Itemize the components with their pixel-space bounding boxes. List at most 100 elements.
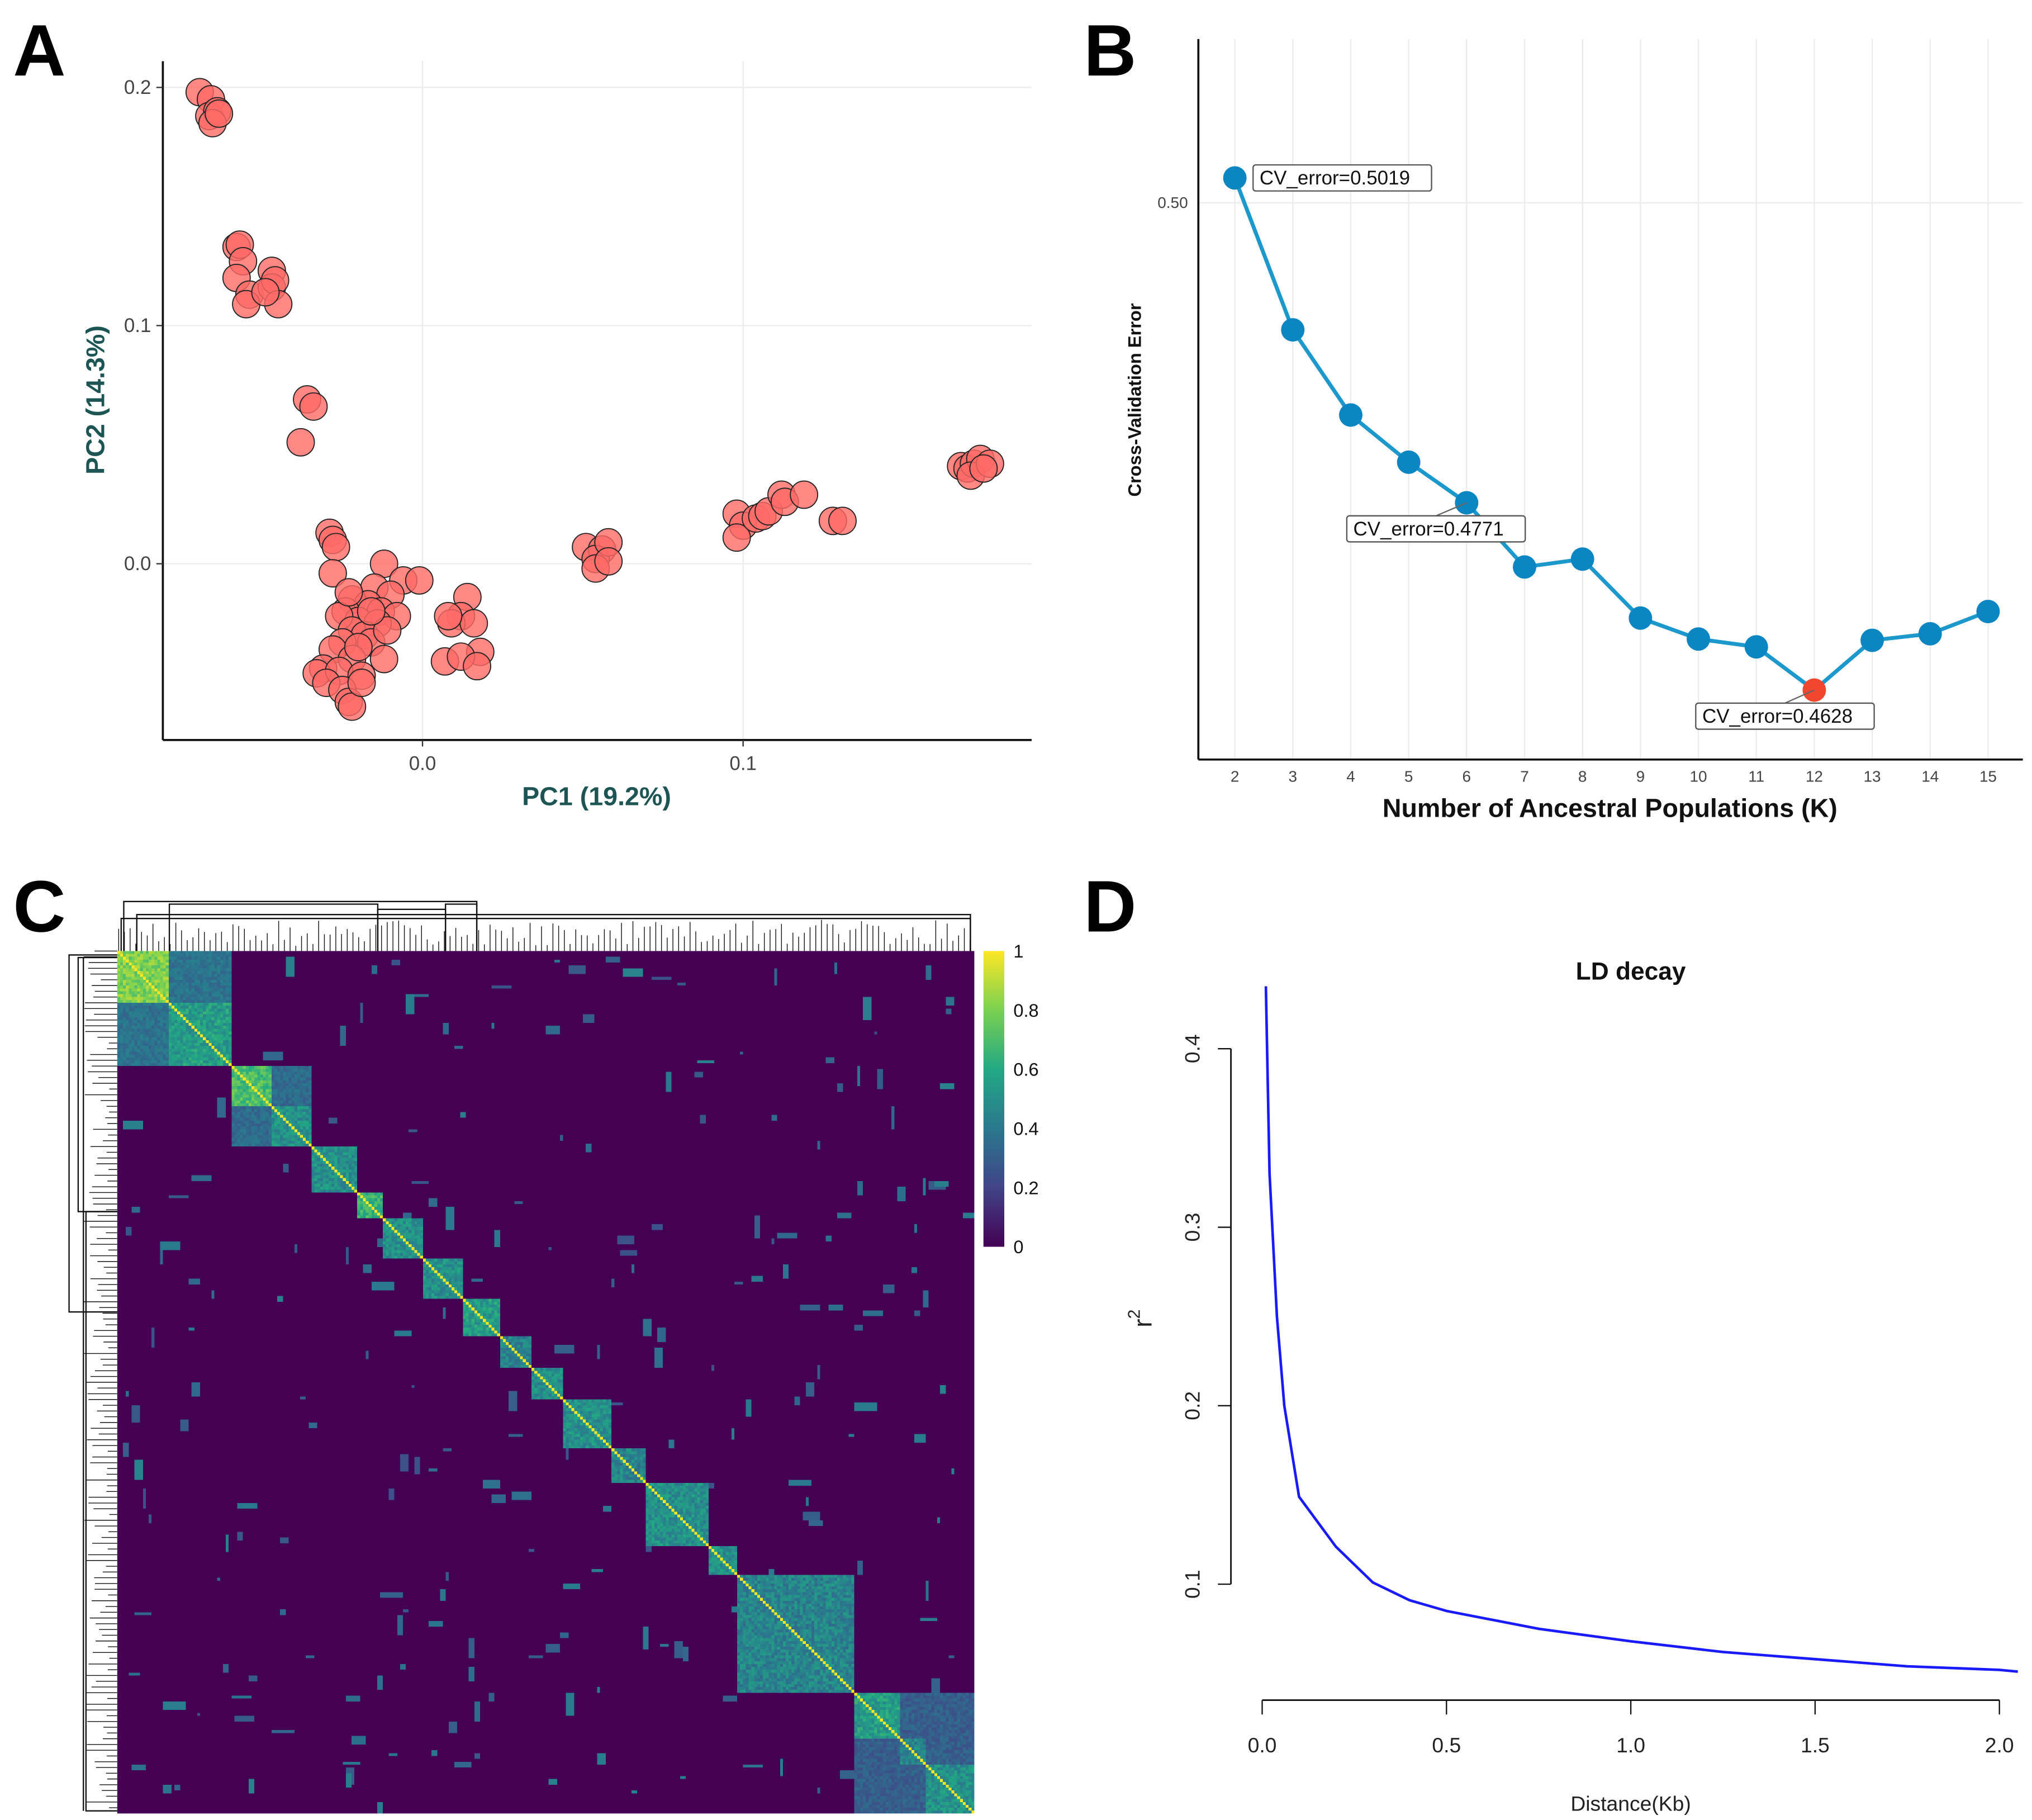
cv-annotation-label: CV_error=0.4771	[1354, 518, 1504, 540]
pca-point	[338, 692, 367, 721]
pca-point	[594, 547, 623, 576]
cv-point	[1744, 635, 1768, 659]
ld-x-tick-label: 0.5	[1432, 1733, 1461, 1757]
pca-y-tick-label: 0.0	[124, 553, 151, 575]
cv-point	[1860, 628, 1884, 652]
ld-x-tick-label: 1.5	[1801, 1733, 1830, 1757]
cv-point	[1513, 555, 1536, 579]
panel-label-c: C	[13, 865, 65, 947]
kinship-heatmap: 0 0.2 0.4 0.6 0.8 1	[68, 900, 1039, 1814]
cv-annotation-leader	[1436, 502, 1467, 516]
cv-x-tick-label: 13	[1864, 767, 1881, 785]
top-dendrogram-branch	[136, 913, 971, 951]
cv-point	[1687, 627, 1711, 651]
pca-point	[405, 566, 434, 595]
cv-x-tick-label: 15	[1979, 767, 1997, 785]
ld-x-axis-label: Distance(Kb)	[1570, 1792, 1691, 1816]
cv-annotation-box	[1695, 702, 1875, 730]
cv-point	[1223, 166, 1247, 190]
pca-point	[205, 99, 234, 128]
cv-x-tick-label: 11	[1748, 767, 1764, 785]
cv-x-tick-label: 6	[1463, 767, 1471, 785]
cv-point	[1455, 491, 1479, 515]
panel-label-a: A	[13, 10, 65, 91]
cv-point	[1281, 318, 1305, 342]
cv-x-tick-label: 8	[1578, 767, 1587, 785]
top-dendrogram-branch	[444, 903, 478, 951]
cv-x-tick-label: 5	[1404, 767, 1413, 785]
cv-x-axis-label: Number of Ancestral Populations (K)	[1383, 793, 1838, 822]
colorbar-tick-label: 1	[1013, 941, 1023, 961]
ld-decay-plot: LD decay 0.0 0.5 1.0 1.5 2.0 0.1 0.2 0.3 0.4 Dis…	[1125, 958, 2018, 1816]
cv-x-tick-label: 14	[1921, 767, 1939, 785]
pca-point	[347, 669, 376, 697]
pca-point	[459, 609, 488, 638]
pca-y-axis-label: PC2 (14.3%)	[81, 325, 110, 475]
ld-title: LD decay	[1576, 958, 1686, 985]
cv-annotation-box	[1346, 515, 1526, 543]
pca-point	[969, 454, 998, 483]
cv-point	[1976, 600, 2000, 623]
pca-point	[373, 616, 402, 645]
pca-point	[319, 559, 347, 587]
ld-x-tick-label: 1.0	[1616, 1733, 1645, 1757]
top-dendrogram-branch	[377, 908, 447, 951]
ld-y-tick-label: 0.1	[1181, 1570, 1204, 1599]
cv-x-tick-label: 12	[1806, 767, 1823, 785]
top-dendrogram-branch	[168, 903, 379, 951]
colorbar	[983, 951, 1005, 1247]
ld-y-label-r: r	[1128, 1319, 1157, 1328]
pca-y-tick-label: 0.2	[124, 77, 151, 98]
pca-x-tick-label: 0.0	[409, 752, 436, 774]
pca-x-axis-label: PC1 (19.2%)	[522, 781, 671, 811]
cv-x-tick-label: 10	[1689, 767, 1707, 785]
ld-x-tick-label: 2.0	[1985, 1733, 2014, 1757]
cv-x-tick-label: 9	[1636, 767, 1645, 785]
cv-point	[1338, 403, 1362, 427]
cv-x-tick-label: 7	[1520, 767, 1529, 785]
cv-annotation-leader	[1784, 689, 1815, 704]
cv-point	[1397, 450, 1421, 474]
colorbar-tick-label: 0.6	[1013, 1059, 1038, 1080]
pca-point	[463, 652, 491, 681]
pca-point	[251, 278, 280, 307]
cv-error-plot: CV_error=0.5019 CV_error=0.4771 CV_error=0…	[1124, 39, 2023, 822]
left-dendrogram-branch	[68, 954, 117, 1313]
pca-point	[286, 428, 315, 457]
left-dendrogram-branch	[85, 1211, 117, 1812]
ld-y-label-sup: 2	[1125, 1309, 1143, 1319]
ld-y-axis-label: r2	[1125, 1309, 1157, 1327]
cv-y-tick-label: 0.50	[1157, 194, 1188, 211]
pca-y-tick-label: 0.1	[124, 315, 151, 336]
panel-label-d: D	[1084, 865, 1136, 947]
pca-scatter-plot: 0.0 0.1 0.0 0.1 0.2 PC1 (19.2%) PC2 (14.3%)	[81, 61, 1032, 811]
pca-point	[321, 533, 350, 562]
colorbar-tick-label: 0.8	[1013, 1000, 1038, 1021]
ld-decay-curve	[1264, 986, 2018, 1673]
pca-point	[434, 601, 463, 631]
pca-point	[357, 597, 386, 626]
pca-point	[344, 633, 373, 662]
ld-y-tick-label: 0.2	[1181, 1391, 1204, 1420]
pca-x-tick-label: 0.1	[729, 752, 757, 774]
cv-x-tick-label: 4	[1346, 767, 1355, 785]
cv-point	[1629, 606, 1653, 630]
ld-y-tick-label: 0.4	[1181, 1034, 1204, 1063]
ld-y-tick-label: 0.3	[1181, 1213, 1204, 1242]
heatmap-cells	[117, 951, 975, 1814]
cv-point	[1918, 622, 1942, 646]
panel-label-b: B	[1084, 10, 1136, 91]
pca-point	[299, 392, 328, 421]
cv-x-tick-label: 3	[1289, 767, 1298, 785]
cv-y-axis-label: Cross-Validation Error	[1124, 303, 1145, 496]
pca-point	[722, 523, 751, 552]
cv-point	[1570, 547, 1594, 571]
cv-error-line	[1233, 177, 1989, 693]
ld-x-tick-label: 0.0	[1248, 1733, 1277, 1757]
colorbar-tick-label: 0	[1013, 1236, 1023, 1257]
cv-annotation-label: CV_error=0.5019	[1260, 167, 1410, 189]
colorbar-tick-label: 0.4	[1013, 1118, 1038, 1139]
top-dendrogram-branch	[120, 917, 971, 951]
top-dendrogram	[118, 900, 971, 951]
